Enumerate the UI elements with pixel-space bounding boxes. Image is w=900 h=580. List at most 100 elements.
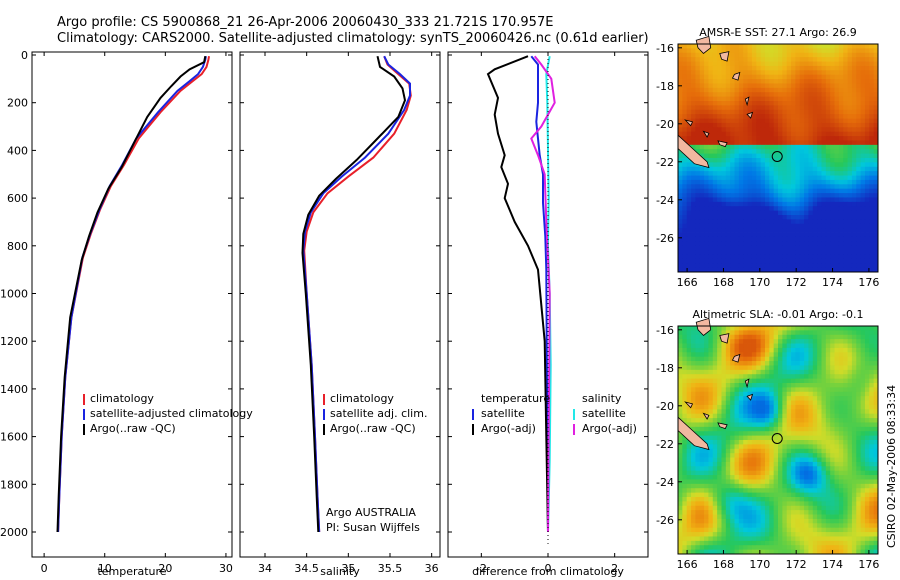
heatmap-cell bbox=[682, 74, 688, 80]
heatmap-cell bbox=[778, 193, 783, 198]
heatmap-cell bbox=[847, 184, 853, 190]
heatmap-cell bbox=[725, 356, 731, 362]
heatmap-cell bbox=[808, 444, 814, 450]
heatmap-cell bbox=[838, 435, 844, 441]
heatmap-cell bbox=[691, 140, 696, 146]
heatmap-cell bbox=[856, 83, 862, 89]
heatmap-cell bbox=[795, 461, 801, 467]
heatmap-cell bbox=[782, 518, 788, 524]
heatmap-cell bbox=[795, 258, 801, 264]
heatmap-cell bbox=[838, 193, 844, 198]
heatmap-cell bbox=[760, 378, 766, 384]
heatmap-cell bbox=[847, 369, 853, 375]
heatmap-cell bbox=[725, 206, 731, 212]
heatmap-cell bbox=[721, 171, 727, 176]
heatmap-cell bbox=[691, 383, 696, 388]
heatmap-cell bbox=[691, 339, 696, 344]
heatmap-cell bbox=[686, 396, 692, 401]
heatmap-cell bbox=[834, 144, 840, 150]
heatmap-cell bbox=[764, 149, 770, 155]
heatmap-cell bbox=[847, 83, 853, 89]
heatmap-cell bbox=[864, 263, 870, 269]
heatmap-cell bbox=[843, 122, 848, 128]
heatmap-cell bbox=[678, 387, 683, 393]
heatmap-cell bbox=[851, 131, 857, 137]
heatmap-cell bbox=[851, 228, 857, 233]
heatmap-cell bbox=[812, 365, 818, 371]
heatmap-cell bbox=[686, 48, 692, 54]
heatmap-cell bbox=[864, 201, 870, 207]
heatmap-cell bbox=[804, 158, 809, 163]
heatmap-cell bbox=[756, 114, 762, 119]
heatmap-cell bbox=[721, 158, 727, 163]
heatmap-cell bbox=[843, 540, 848, 546]
heatmap-cell bbox=[851, 193, 857, 198]
heatmap-cell bbox=[704, 400, 709, 406]
heatmap-cell bbox=[812, 153, 818, 159]
heatmap-cell bbox=[847, 352, 853, 358]
heatmap-cell bbox=[838, 74, 844, 80]
heatmap-cell bbox=[743, 171, 748, 176]
heatmap-cell bbox=[764, 179, 770, 185]
heatmap-cell bbox=[856, 245, 862, 251]
heatmap-cell bbox=[873, 258, 879, 264]
heatmap-cell bbox=[817, 426, 822, 432]
heatmap-cell bbox=[825, 149, 831, 155]
heatmap-cell bbox=[751, 197, 757, 203]
heatmap-cell bbox=[760, 391, 766, 397]
heatmap-cell bbox=[786, 184, 792, 190]
heatmap-cell bbox=[869, 44, 875, 49]
heatmap-cell bbox=[747, 343, 753, 349]
heatmap-cell bbox=[817, 65, 822, 71]
heatmap-cell bbox=[825, 215, 831, 220]
heatmap-cell bbox=[769, 334, 775, 340]
heatmap-cell bbox=[786, 532, 792, 537]
heatmap-cell bbox=[686, 87, 692, 93]
heatmap-cell bbox=[834, 457, 840, 463]
heatmap-cell bbox=[830, 422, 835, 428]
heatmap-cell bbox=[782, 153, 788, 159]
heatmap-cell bbox=[825, 536, 831, 542]
heatmap-cell bbox=[808, 426, 814, 432]
heatmap-cell bbox=[764, 175, 770, 181]
heatmap-cell bbox=[851, 258, 857, 264]
heatmap-cell bbox=[747, 254, 753, 260]
heatmap-cell bbox=[825, 361, 831, 366]
heatmap-cell bbox=[830, 383, 835, 388]
heatmap-cell bbox=[808, 488, 814, 494]
heatmap-cell bbox=[808, 197, 814, 203]
heatmap-cell bbox=[751, 518, 757, 524]
heatmap-cell bbox=[756, 215, 762, 220]
heatmap-cell bbox=[782, 65, 788, 71]
heatmap-cell bbox=[825, 549, 831, 555]
heatmap-cell bbox=[682, 109, 688, 115]
heatmap-cell bbox=[791, 545, 796, 551]
heatmap-cell bbox=[860, 105, 866, 111]
heatmap-cell bbox=[704, 57, 709, 62]
heatmap-cell bbox=[691, 162, 696, 168]
heatmap-cell bbox=[830, 158, 835, 163]
heatmap-cell bbox=[795, 162, 801, 168]
heatmap-cell bbox=[678, 497, 683, 502]
heatmap-cell bbox=[795, 444, 801, 450]
heatmap-cell bbox=[764, 245, 770, 251]
heatmap-cell bbox=[804, 65, 809, 71]
heatmap-cell bbox=[860, 435, 866, 441]
heatmap-cell bbox=[778, 92, 783, 98]
heatmap-cell bbox=[747, 413, 753, 419]
heatmap-cell bbox=[804, 109, 809, 115]
heatmap-cell bbox=[773, 236, 779, 242]
heatmap-cell bbox=[873, 136, 879, 141]
heatmap-cell bbox=[795, 505, 801, 511]
heatmap-cell bbox=[747, 83, 753, 89]
heatmap-cell bbox=[856, 470, 862, 476]
heatmap-cell bbox=[730, 409, 735, 415]
heatmap-cell bbox=[712, 466, 718, 472]
heatmap-cell bbox=[786, 540, 792, 546]
heatmap-cell bbox=[747, 369, 753, 375]
heatmap-cell bbox=[734, 171, 740, 176]
heatmap-cell bbox=[786, 404, 792, 410]
heatmap-cell bbox=[847, 466, 853, 472]
heatmap-cell bbox=[847, 440, 853, 445]
heatmap-cell bbox=[804, 347, 809, 353]
